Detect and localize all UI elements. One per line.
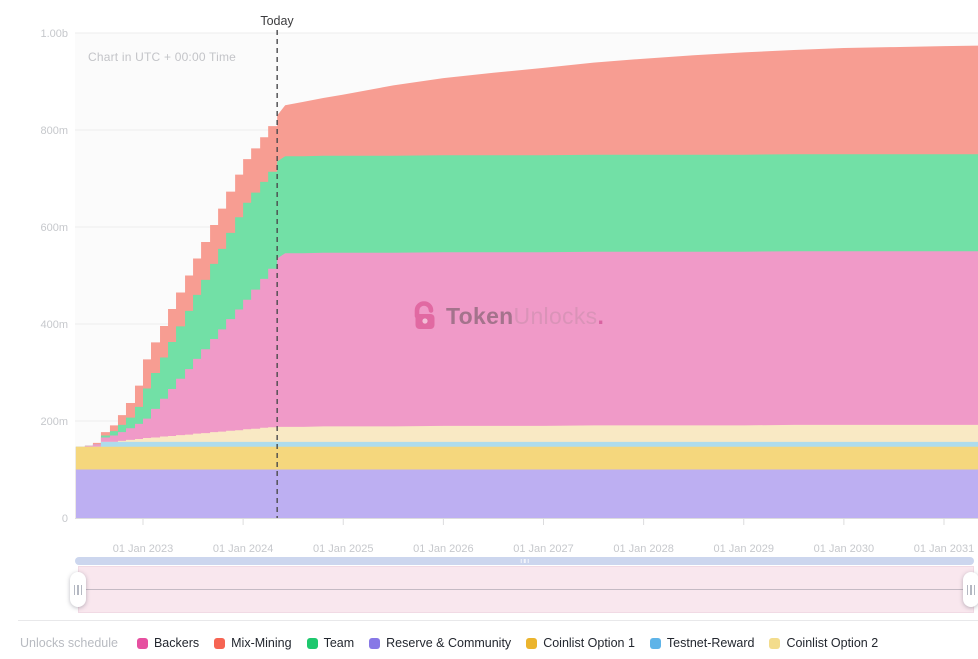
legend-label: Coinlist Option 1 — [543, 636, 635, 650]
x-axis-tick-label: 01 Jan 2026 — [413, 543, 474, 555]
area-reserve-community — [75, 469, 978, 518]
x-axis-tick-label: 01 Jan 2029 — [713, 543, 774, 555]
y-axis-tick-label: 400m — [40, 319, 68, 331]
x-axis-tick-label: 01 Jan 2028 — [613, 543, 674, 555]
x-axis-tick-label: 01 Jan 2025 — [313, 543, 374, 555]
legend-label: Testnet-Reward — [666, 636, 755, 650]
legend-label: Team — [323, 636, 355, 650]
legend-item-backers[interactable]: Backers — [136, 636, 200, 650]
legend-swatch-icon — [769, 637, 781, 649]
range-handle-left[interactable] — [70, 572, 86, 607]
legend: Unlocks schedule Backers Mix-Mining Team Re… — [20, 636, 878, 650]
legend-item-team[interactable]: Team — [306, 636, 355, 650]
x-axis-tick-label: 01 Jan 2031 — [914, 543, 975, 555]
legend-label: Backers — [153, 636, 200, 650]
legend-swatch-icon — [214, 637, 226, 649]
range-selection-panel[interactable] — [78, 566, 974, 613]
scrollbar-grip-icon — [520, 559, 529, 563]
legend-swatch-icon — [306, 637, 318, 649]
utc-timezone-note: Chart in UTC + 00:00 Time — [88, 50, 237, 64]
unlock-schedule-chart[interactable]: 1.00b 800m 600m 400m 200m 0 01 Jan 2023 01 Jan … — [0, 0, 978, 556]
y-axis-tick-label: 800m — [40, 125, 68, 137]
legend-item-testnet-reward[interactable]: Testnet-Reward — [649, 636, 755, 650]
today-label: Today — [260, 14, 294, 28]
x-axis-tick-label: 01 Jan 2024 — [213, 543, 274, 555]
legend-label: Coinlist Option 2 — [786, 636, 879, 650]
legend-label: Mix-Mining — [231, 636, 292, 650]
y-axis-tick-label: 600m — [40, 222, 68, 234]
legend-item-coinlist-option-2[interactable]: Coinlist Option 2 — [769, 636, 878, 650]
legend-swatch-icon — [369, 637, 381, 649]
legend-label: Reserve & Community — [386, 636, 512, 650]
navigator-midline — [79, 589, 973, 590]
legend-swatch-icon — [649, 637, 661, 649]
y-axis-tick-label: 0 — [62, 513, 68, 525]
y-axis-tick-label: 1.00b — [40, 28, 68, 40]
legend-item-coinlist-option-1[interactable]: Coinlist Option 1 — [526, 636, 635, 650]
slider-scrollbar[interactable] — [75, 557, 974, 565]
legend-item-mix-mining[interactable]: Mix-Mining — [214, 636, 292, 650]
legend-title: Unlocks schedule — [20, 636, 118, 650]
y-axis-tick-label: 200m — [40, 416, 68, 428]
x-axis-tick-label: 01 Jan 2027 — [513, 543, 574, 555]
x-axis-tick-label: 01 Jan 2030 — [814, 543, 875, 555]
legend-swatch-icon — [526, 637, 538, 649]
range-handle-right[interactable] — [963, 572, 978, 607]
legend-item-reserve-community[interactable]: Reserve & Community — [369, 636, 511, 650]
x-axis-tick-label: 01 Jan 2023 — [113, 543, 174, 555]
legend-swatch-icon — [136, 637, 148, 649]
divider — [18, 620, 978, 621]
